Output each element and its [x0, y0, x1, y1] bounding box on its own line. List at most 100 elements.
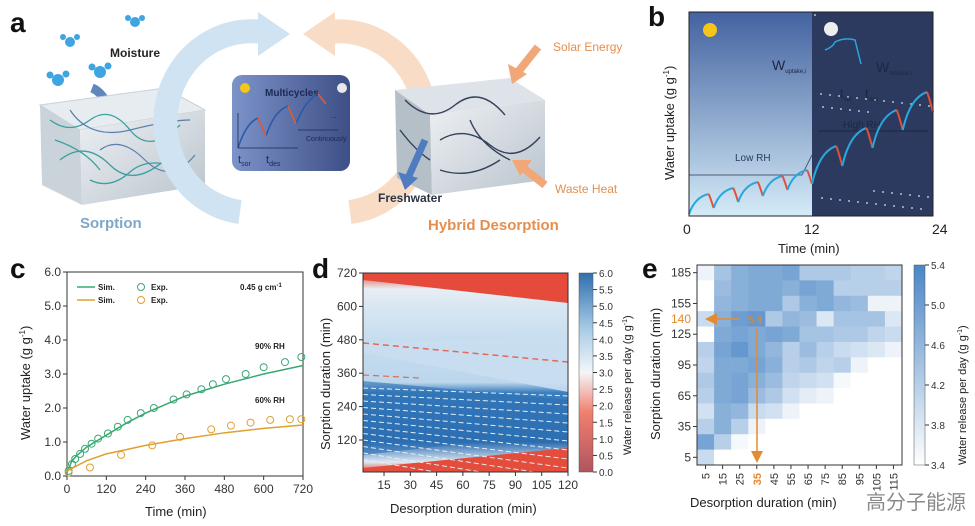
y-tick-label: 360 [337, 366, 357, 380]
y-tick-label: 155 [671, 296, 691, 310]
legend-exp-marker-green [137, 283, 145, 291]
panel-label-a: a [10, 7, 26, 38]
heatmap-cell [731, 265, 749, 281]
y-tick-label: 480 [337, 333, 357, 347]
heatmap-e [697, 265, 903, 466]
heatmap-cell [850, 418, 869, 435]
x-tick-label: 75 [820, 473, 832, 485]
heatmap-cell [850, 295, 869, 312]
heatmap-cell [799, 265, 817, 281]
y-tick-label: 3.0 [44, 367, 61, 381]
heatmap-cell [816, 372, 834, 389]
colorbar-ticks-e: 3.4 3.8 4.2 4.6 5.0 5.4 [925, 261, 945, 472]
heatmap-cell [697, 280, 715, 297]
star-icon [893, 205, 895, 207]
panel-b: b Low RH High RH Wuptake,i Wrelease,i ts… [648, 1, 948, 256]
sorption-segment [901, 91, 928, 131]
contour-stripe [363, 439, 568, 469]
y-axis-label: Water uptake (g g-1) [18, 326, 33, 440]
panel-label-d: d [312, 253, 329, 284]
colorbar-tick-label: 0.0 [599, 468, 613, 479]
colorbar-tick-label: 5.5 [599, 286, 613, 297]
axes-d: 15 30 45 60 75 90 105 120 120 240 360 480 600 720 [337, 266, 578, 492]
exp-point [94, 434, 103, 443]
heatmap-cell [697, 418, 715, 435]
heatmap-cell [697, 388, 715, 404]
exp-point [280, 358, 289, 367]
x-tick: 0 [683, 221, 691, 237]
heatmap-cell [833, 311, 852, 327]
y-tick-label: 0.0 [44, 469, 61, 483]
exp-point [113, 422, 122, 431]
heatmap-cell [799, 357, 817, 373]
heatmap-cell [867, 388, 886, 404]
plot-frame [688, 11, 934, 217]
heatmap-cell [850, 326, 869, 343]
freshwater-arrow-icon [404, 138, 429, 180]
exp-point [285, 415, 294, 424]
exp-point [123, 415, 132, 424]
heatmap-cell [867, 449, 886, 466]
highlight-y-label: 140 [671, 312, 691, 326]
multicycles-inset: Multicycles tsor tdes Continuously ... [232, 75, 350, 171]
x-tick-label: 105 [532, 478, 552, 492]
exp-point [241, 370, 250, 378]
density-annotation: 0.45 g cm-1 [240, 283, 282, 292]
continuously-label: Continuously [306, 136, 347, 143]
heatmap-cell [867, 341, 886, 358]
exp-point [297, 353, 306, 361]
heatmap-cell [884, 449, 903, 466]
night-background [812, 12, 933, 216]
exp-point [208, 380, 217, 389]
star-icon [928, 105, 930, 107]
sorption-segment [712, 187, 734, 209]
star-icon [882, 191, 884, 193]
x-tick-label: 55 [786, 473, 798, 485]
star-icon [927, 196, 929, 198]
star-icon [919, 104, 921, 106]
legend-exp-label: Exp. [151, 283, 168, 292]
water-molecule-icons [46, 15, 145, 86]
sorption-segment [737, 181, 759, 203]
y-tick-label: 1.0 [44, 435, 61, 449]
exp-point [197, 385, 206, 394]
x-tick-label: 600 [254, 482, 274, 496]
heatmap-cell [765, 388, 783, 404]
colorbar-tick-label: 3.4 [931, 461, 945, 472]
x-tick-label: 15 [377, 478, 391, 492]
heatmap-cell [731, 357, 749, 373]
x-tick-label: 65 [803, 473, 815, 485]
heatmap-cell [816, 449, 834, 466]
heatmap-cell [799, 280, 817, 297]
star-icon [874, 99, 876, 101]
star-icon [902, 206, 904, 208]
heatmap-d [363, 273, 568, 472]
heatmap-cell [714, 372, 732, 389]
star-icon [829, 94, 831, 96]
plot-c: 0 120 240 360 480 600 720 0.0 1.0 2.0 3.0 4.0 5.0 6.0 [44, 265, 313, 496]
heatmap-cell [782, 434, 800, 450]
heatmap-cell [816, 280, 834, 297]
heatmap-cell [833, 341, 852, 358]
heatmap-cell [765, 265, 783, 281]
sorption-segment [841, 127, 867, 167]
colorbar-label: Water release per day (g g-1) [957, 325, 969, 465]
heatmap-cell [816, 403, 834, 420]
heatmap-cell [884, 326, 903, 343]
sim-line [66, 364, 304, 473]
y-tick-label: 600 [337, 299, 357, 313]
x-tick-label: 240 [136, 482, 156, 496]
colorbar-d [578, 272, 594, 473]
contour-stripe [363, 387, 568, 397]
y-tick-label: 65 [678, 389, 692, 403]
heatmap-cell [816, 388, 834, 404]
solar-energy-label: Solar Energy [553, 40, 622, 54]
x-tick-label: 0 [64, 482, 71, 496]
x-tick-label: 95 [854, 473, 866, 485]
sorption-cycle-arrow-icon [153, 19, 264, 224]
plot-frame [362, 272, 569, 473]
heatmap-cell [731, 388, 749, 404]
x-tick-label: 85 [837, 473, 849, 485]
series-label-60rh: 60% RH [255, 396, 285, 405]
heatmap-cell [833, 265, 852, 281]
